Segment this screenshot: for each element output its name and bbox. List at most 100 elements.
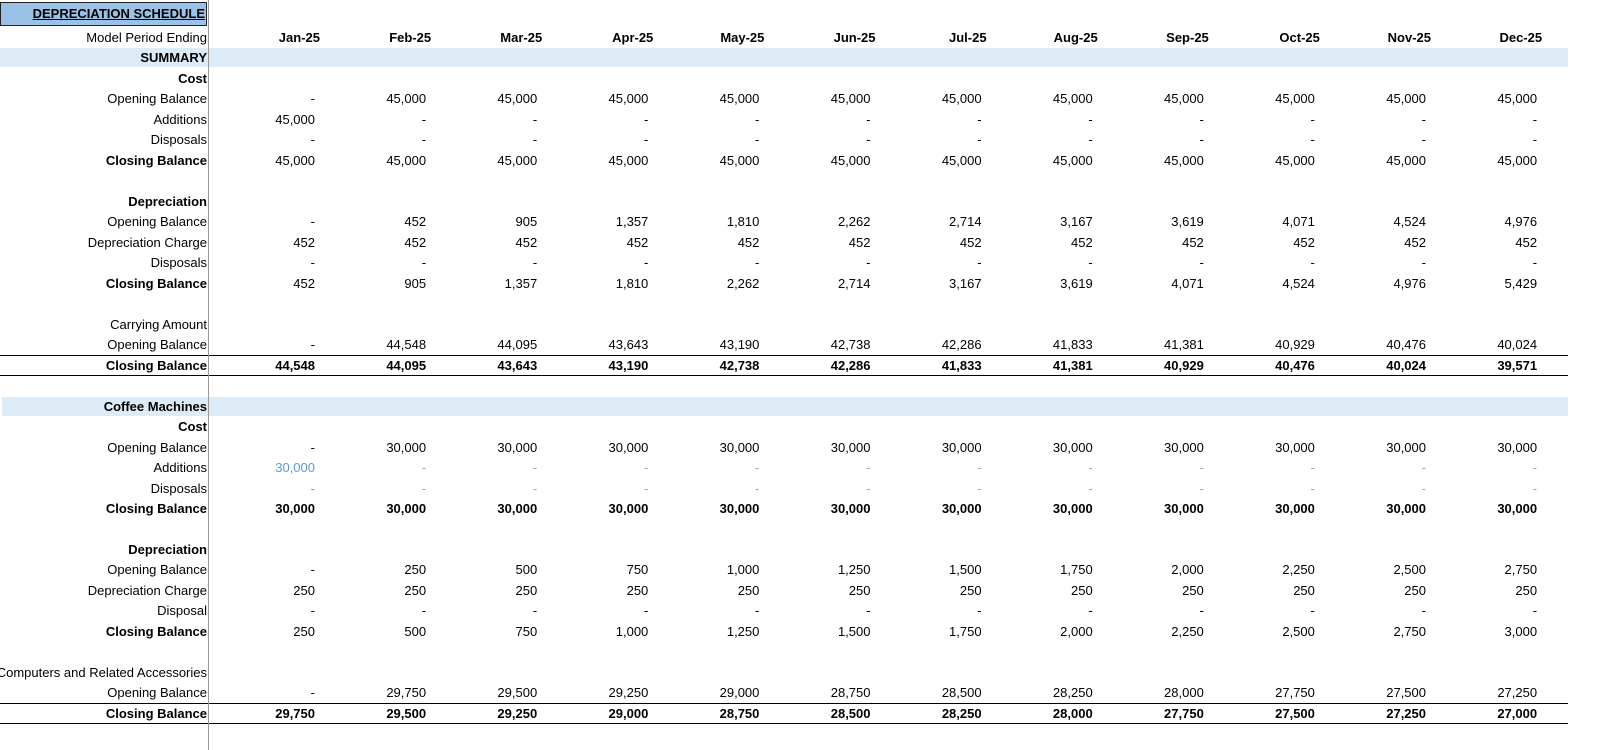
value-cell: 41,381 bbox=[1052, 357, 1093, 373]
month-header: Apr-25 bbox=[612, 30, 654, 45]
value-cell: 4,071 bbox=[1282, 214, 1315, 230]
value-cell: - bbox=[532, 111, 538, 127]
month-header: Aug-25 bbox=[1053, 30, 1098, 45]
value-cell: 27,500 bbox=[1275, 705, 1315, 721]
value-cell: - bbox=[421, 460, 427, 476]
value-cell: 2,250 bbox=[1282, 562, 1315, 578]
row-label: Depreciation bbox=[0, 540, 207, 560]
value-cell: - bbox=[310, 337, 315, 353]
value-cell: - bbox=[1532, 460, 1538, 476]
value-cell: - bbox=[1421, 460, 1426, 476]
row-label-text: Opening Balance bbox=[107, 439, 207, 455]
row-label-text: SUMMARY bbox=[140, 50, 207, 66]
value-cell: 30,000 bbox=[941, 501, 982, 517]
row-label: Closing Balance bbox=[0, 356, 207, 376]
value-cell: 30,000 bbox=[275, 460, 315, 476]
row-label: Disposals bbox=[0, 253, 207, 273]
row-label: Closing Balance bbox=[0, 274, 207, 294]
value-cell: 29,250 bbox=[497, 705, 538, 721]
column-divider bbox=[208, 0, 209, 750]
row-label-text: Depreciation Charge bbox=[87, 234, 207, 250]
value-cell: 30,000 bbox=[608, 439, 649, 455]
value-cell: - bbox=[977, 460, 982, 476]
month-header: Jun-25 bbox=[833, 30, 876, 45]
value-cell: 2,750 bbox=[1504, 562, 1538, 578]
value-cell: 30,000 bbox=[1275, 439, 1315, 455]
value-cell: 39,571 bbox=[1497, 357, 1538, 373]
value-cell: - bbox=[1532, 111, 1538, 127]
row-label-text: Closing Balance bbox=[105, 152, 207, 168]
value-cell: 452 bbox=[1293, 234, 1315, 250]
value-cell: 3,167 bbox=[949, 275, 982, 291]
value-cell: 41,833 bbox=[941, 357, 982, 373]
value-cell: 4,071 bbox=[1171, 275, 1204, 291]
row-label-text: Opening Balance bbox=[107, 685, 207, 701]
value-cell: 452 bbox=[626, 234, 649, 250]
value-cell: 250 bbox=[1404, 582, 1426, 598]
value-cell: - bbox=[1199, 111, 1204, 127]
value-cell: - bbox=[310, 255, 315, 271]
value-cell: 2,250 bbox=[1171, 623, 1204, 639]
row-label-text: Additions bbox=[153, 111, 207, 127]
row-label-text: Depreciation Charge bbox=[87, 582, 207, 598]
value-cell: 2,000 bbox=[1171, 562, 1204, 578]
value-cell: 452 bbox=[1404, 234, 1426, 250]
value-cell: - bbox=[755, 480, 760, 496]
month-header: May-25 bbox=[720, 30, 765, 45]
value-cell: 29,250 bbox=[608, 685, 649, 701]
row-label: Depreciation Charge bbox=[0, 581, 207, 601]
value-cell: 45,000 bbox=[386, 152, 427, 168]
row-label: Cost bbox=[0, 69, 207, 89]
row-label: Closing Balance bbox=[0, 499, 207, 519]
value-cell: 1,000 bbox=[615, 623, 649, 639]
value-cell: 2,714 bbox=[949, 214, 982, 230]
value-cell: - bbox=[1310, 111, 1315, 127]
value-cell: 40,476 bbox=[1386, 337, 1426, 353]
value-cell: 250 bbox=[293, 623, 315, 639]
value-cell: 1,500 bbox=[949, 562, 982, 578]
value-cell: - bbox=[532, 132, 538, 148]
row-label: Coffee Machines bbox=[0, 397, 207, 417]
value-cell: 27,000 bbox=[1497, 705, 1538, 721]
value-cell: - bbox=[866, 132, 871, 148]
total-rule bbox=[0, 722, 1568, 724]
value-cell: 30,000 bbox=[497, 439, 538, 455]
value-cell: 28,750 bbox=[719, 705, 760, 721]
value-cell: 500 bbox=[515, 562, 538, 578]
value-cell: 41,833 bbox=[1052, 337, 1093, 353]
value-cell: 1,500 bbox=[837, 623, 871, 639]
row-label: Disposal bbox=[0, 601, 207, 621]
value-cell: 4,976 bbox=[1504, 214, 1538, 230]
value-cell: 45,000 bbox=[1164, 91, 1204, 107]
value-cell: 250 bbox=[404, 582, 427, 598]
value-cell: - bbox=[1088, 111, 1093, 127]
value-cell: 28,000 bbox=[1164, 685, 1204, 701]
value-cell: - bbox=[1088, 132, 1093, 148]
value-cell: - bbox=[421, 603, 427, 619]
value-cell: - bbox=[310, 480, 315, 496]
value-cell: - bbox=[866, 255, 871, 271]
row-label-text: Cost bbox=[178, 70, 207, 86]
value-cell: - bbox=[643, 255, 649, 271]
value-cell: 1,250 bbox=[726, 623, 760, 639]
row-label-text: Depreciation bbox=[128, 193, 207, 209]
value-cell: 45,000 bbox=[608, 91, 649, 107]
value-cell: 30,000 bbox=[719, 439, 760, 455]
row-label-text: Disposals bbox=[150, 132, 207, 148]
value-cell: 30,000 bbox=[1497, 439, 1538, 455]
value-cell: - bbox=[1088, 603, 1093, 619]
value-cell: 250 bbox=[626, 582, 649, 598]
value-cell: 3,619 bbox=[1171, 214, 1204, 230]
row-label: Opening Balance bbox=[0, 335, 207, 355]
value-cell: - bbox=[866, 111, 871, 127]
value-cell: - bbox=[643, 460, 649, 476]
row-label: Carrying Amount bbox=[0, 315, 207, 335]
value-cell: 250 bbox=[1070, 582, 1093, 598]
value-cell: 2,500 bbox=[1393, 562, 1426, 578]
value-cell: - bbox=[532, 603, 538, 619]
value-cell: 250 bbox=[1293, 582, 1315, 598]
value-cell: 45,000 bbox=[497, 91, 538, 107]
value-cell: 452 bbox=[737, 234, 760, 250]
total-rule bbox=[0, 702, 1568, 704]
value-cell: - bbox=[421, 132, 427, 148]
